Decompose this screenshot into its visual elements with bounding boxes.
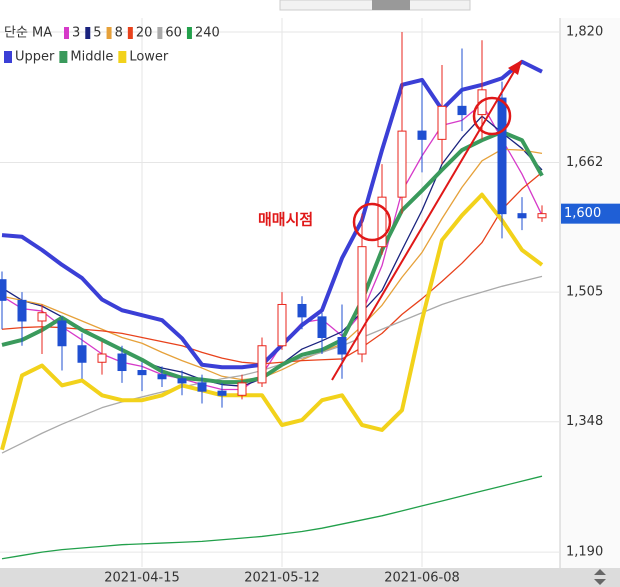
candle-body bbox=[297, 303, 307, 318]
signal-circle bbox=[472, 96, 512, 136]
line-ma bbox=[1, 475, 543, 560]
candle-body bbox=[437, 105, 447, 140]
line-band bbox=[1, 59, 543, 370]
candle-body bbox=[497, 97, 507, 215]
legend-label: 20 bbox=[136, 26, 153, 41]
legend-label: 240 bbox=[195, 26, 220, 41]
candle-body bbox=[137, 370, 147, 376]
y-tick-label: 1,662 bbox=[566, 155, 603, 170]
legend-swatch bbox=[127, 27, 133, 39]
candle-body bbox=[397, 130, 407, 198]
line-ma bbox=[1, 148, 543, 381]
line-ma bbox=[1, 103, 543, 391]
y-tick-label: 1,348 bbox=[566, 414, 603, 429]
legend-swatch bbox=[4, 51, 12, 63]
arrow-head bbox=[508, 60, 522, 75]
annotation-shapes bbox=[331, 60, 522, 381]
legend-swatch bbox=[85, 27, 91, 39]
line-band bbox=[0, 192, 544, 451]
candle-body bbox=[197, 382, 207, 392]
legend-title: 단순 MA bbox=[4, 26, 52, 41]
candle-body bbox=[537, 213, 547, 219]
legend-label: 8 bbox=[115, 26, 123, 41]
line-ma bbox=[1, 171, 543, 365]
candle-body bbox=[0, 279, 7, 301]
candle-body bbox=[237, 382, 247, 396]
candle-body bbox=[257, 345, 267, 384]
candle-body bbox=[17, 299, 27, 322]
legend-swatch bbox=[118, 51, 127, 63]
y-tick-label: 1,820 bbox=[566, 25, 603, 40]
line-ma bbox=[1, 275, 543, 454]
candle-body bbox=[97, 353, 107, 363]
x-axis-bar bbox=[0, 568, 620, 587]
candle-body bbox=[117, 353, 127, 372]
legend-swatch bbox=[64, 27, 69, 39]
candle-body bbox=[357, 246, 367, 355]
legend-swatch bbox=[59, 51, 68, 63]
candle-body bbox=[417, 130, 427, 140]
candle-body bbox=[177, 378, 187, 384]
candle-body bbox=[77, 345, 87, 363]
legend-swatch bbox=[157, 27, 163, 39]
legend-label: 60 bbox=[165, 26, 182, 41]
scroll-thumb[interactable] bbox=[372, 0, 410, 10]
candle-body bbox=[217, 390, 227, 396]
trend-arrow bbox=[331, 69, 516, 381]
candle-body bbox=[57, 320, 67, 347]
signal-circle bbox=[352, 202, 392, 242]
candle-body bbox=[517, 213, 527, 219]
legend-label: Middle bbox=[70, 50, 113, 65]
candle-body bbox=[377, 196, 387, 248]
legend-swatch bbox=[186, 27, 192, 39]
candle-body bbox=[277, 303, 287, 347]
legend-swatch bbox=[106, 27, 112, 39]
legend-label: Lower bbox=[129, 50, 169, 65]
line-band bbox=[1, 129, 544, 385]
x-tick-label: 2021-04-15 bbox=[104, 571, 180, 586]
annotation: 매매시점 bbox=[258, 211, 313, 229]
x-tick-label: 2021-06-08 bbox=[384, 571, 460, 586]
legend-label: 3 bbox=[72, 26, 80, 41]
candle-body bbox=[337, 336, 347, 355]
candle-body bbox=[457, 105, 467, 116]
price-tag-label: 1,600 bbox=[564, 206, 601, 221]
candle-body bbox=[317, 316, 327, 338]
zoom-icon[interactable] bbox=[594, 569, 606, 585]
x-tick-label: 2021-05-12 bbox=[244, 571, 320, 586]
y-axis-area bbox=[560, 18, 620, 568]
price-tag bbox=[561, 203, 620, 224]
y-tick-label: 1,190 bbox=[566, 545, 603, 560]
legend-label: Upper bbox=[15, 50, 55, 65]
candle-body bbox=[157, 374, 167, 380]
legend-label: 5 bbox=[93, 26, 101, 41]
candle-body bbox=[37, 312, 47, 322]
y-tick-label: 1,505 bbox=[566, 285, 603, 300]
